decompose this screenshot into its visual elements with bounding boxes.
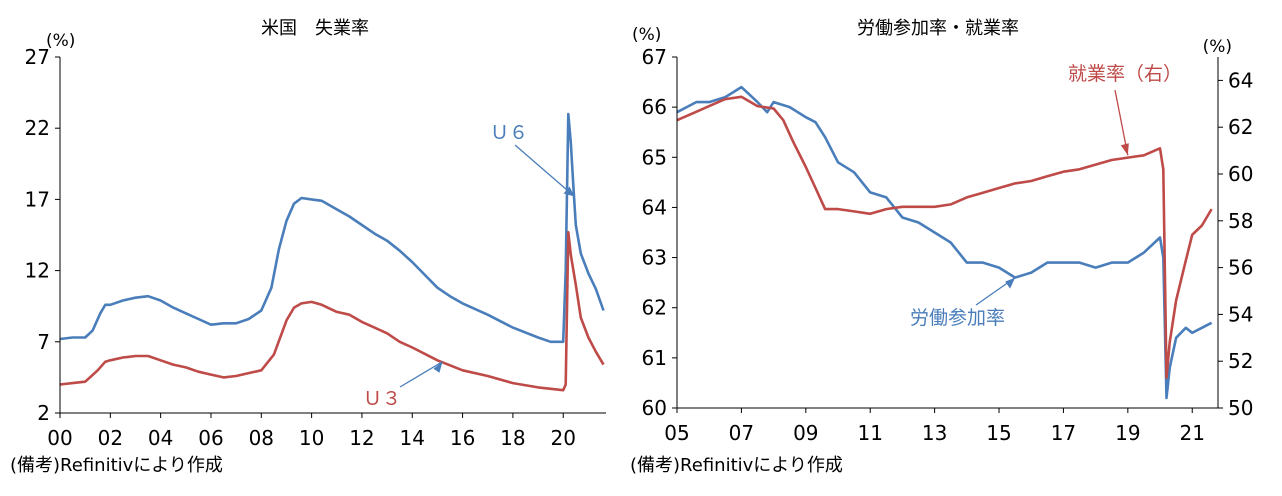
left-y-tick-label: 63 [642, 246, 667, 270]
source-note: (備考)Refinitivにより作成 [630, 455, 843, 476]
y-tick-label: 22 [25, 116, 50, 140]
x-tick-label: 02 [98, 426, 123, 450]
left-axis-unit: (%) [632, 25, 661, 45]
left-y-tick-label: 67 [642, 45, 667, 69]
unemployment-chart-panel: 米国 失業率 (%) (備考)Refinitivにより作成 27 22 17 12 7 2… [0, 0, 620, 492]
u6-arrowhead [563, 186, 575, 197]
y-tick-label: 12 [25, 259, 50, 283]
series-line-u3 [59, 230, 605, 392]
series-line-participation [676, 85, 1213, 400]
unemployment-chart: 米国 失業率 (%) (備考)Refinitivにより作成 27 22 17 12 7 2… [10, 18, 606, 476]
series-line-u6 [59, 112, 605, 344]
left-y-tick-label: 66 [642, 95, 667, 119]
chart-title: 労働参加率・就業率 [857, 18, 1019, 39]
participation-arrowhead [1005, 277, 1016, 289]
x-tick-label: 11 [857, 421, 882, 445]
employment-rate-label: 就業率（右） [1068, 63, 1182, 85]
x-tick-label: 04 [148, 426, 173, 450]
right-y-tick-label: 62 [1228, 115, 1253, 139]
x-tick-label: 20 [550, 426, 575, 450]
x-tick-label: 00 [47, 426, 72, 450]
participation-chart-panel: 労働参加率・就業率 (%) (%) (備考)Refinitivにより作成 67 6… [620, 0, 1282, 492]
left-y-tick-label: 64 [642, 195, 667, 219]
u6-leader-line [514, 144, 575, 198]
x-tick-label: 06 [198, 426, 223, 450]
x-tick-label: 10 [299, 426, 324, 450]
right-y-tick-label: 56 [1228, 256, 1253, 280]
right-y-tick-label: 54 [1228, 302, 1253, 326]
u3-arrowhead [433, 361, 443, 373]
y-tick-label: 27 [25, 45, 50, 69]
x-tick-label: 17 [1051, 421, 1076, 445]
right-y-tick-label: 52 [1228, 349, 1253, 373]
participation-chart: 労働参加率・就業率 (%) (%) (備考)Refinitivにより作成 67 6… [630, 18, 1253, 476]
x-tick-label: 09 [793, 421, 818, 445]
series-line-employment [676, 95, 1213, 379]
left-y-tick-label: 62 [642, 296, 667, 320]
x-tick-label: 08 [249, 426, 274, 450]
left-y-tick-label: 60 [642, 396, 667, 420]
x-tick-label: 13 [922, 421, 947, 445]
y-tick-label: 2 [37, 401, 50, 425]
x-tick-label: 15 [986, 421, 1011, 445]
x-tick-label: 07 [729, 421, 754, 445]
x-tick-label: 14 [400, 426, 425, 450]
x-tick-label: 05 [664, 421, 689, 445]
employment-arrowhead [1120, 143, 1129, 156]
left-y-tick-label: 65 [642, 145, 667, 169]
u6-label: Ｕ６ [490, 122, 528, 144]
u3-label: Ｕ３ [363, 388, 401, 410]
participation-rate-label: 労働参加率 [910, 307, 1005, 329]
source-note: (備考)Refinitivにより作成 [10, 455, 223, 476]
x-tick-label: 16 [450, 426, 475, 450]
right-y-tick-label: 50 [1228, 396, 1253, 420]
right-axis-unit: (%) [1203, 37, 1232, 57]
right-y-tick-label: 58 [1228, 209, 1253, 233]
left-y-tick-label: 61 [642, 346, 667, 370]
right-y-tick-label: 60 [1228, 162, 1253, 186]
y-axis-unit: (%) [46, 31, 75, 51]
y-tick-label: 7 [37, 330, 50, 354]
u3-leader-line [399, 361, 443, 388]
right-y-tick-label: 64 [1228, 68, 1253, 92]
x-tick-label: 12 [349, 426, 374, 450]
chart-title: 米国 失業率 [261, 18, 369, 39]
y-tick-label: 17 [25, 187, 50, 211]
x-tick-label: 18 [500, 426, 525, 450]
x-tick-label: 21 [1180, 421, 1205, 445]
x-tick-label: 19 [1115, 421, 1140, 445]
